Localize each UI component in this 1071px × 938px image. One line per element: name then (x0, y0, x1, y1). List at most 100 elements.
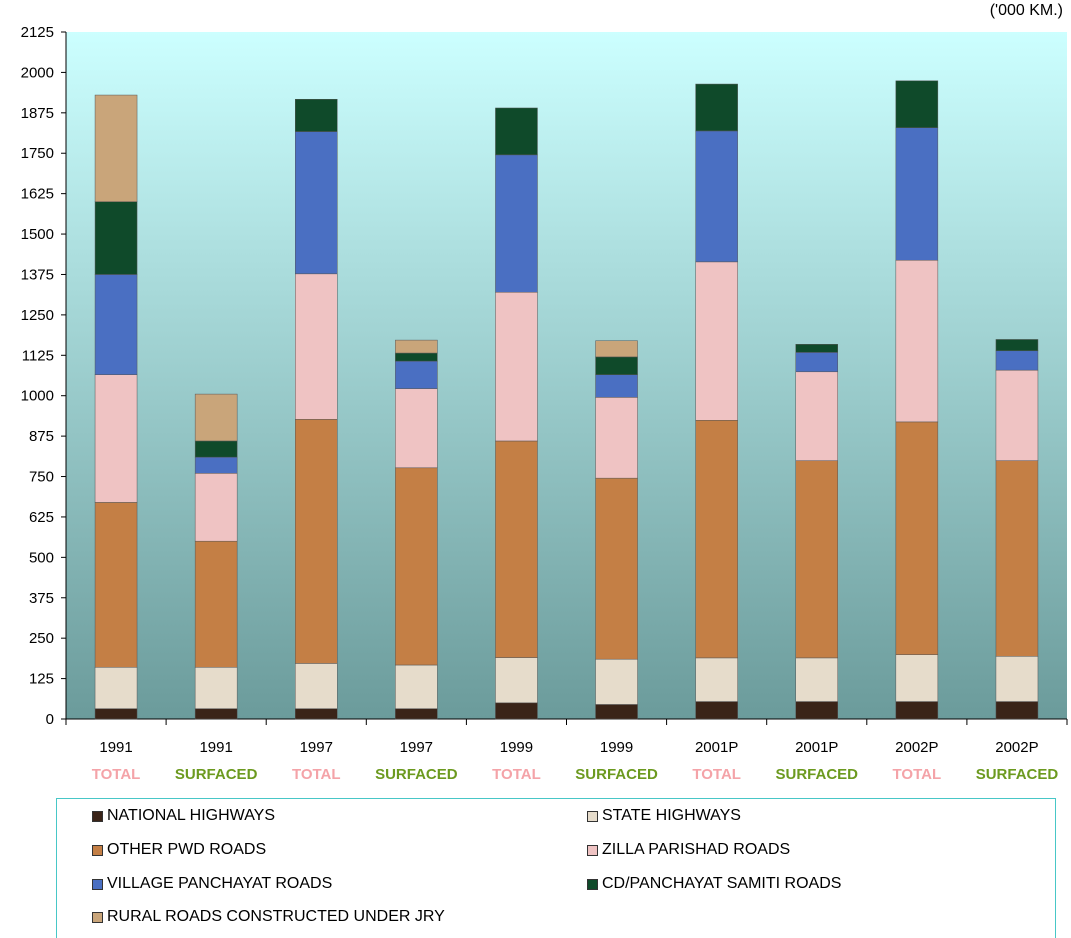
legend-label: STATE HIGHWAYS (602, 807, 741, 824)
x-category-type: SURFACED (775, 766, 858, 783)
x-category-type: TOTAL (692, 766, 741, 783)
bar-segment (795, 657, 838, 702)
y-tick-label: 1875 (21, 105, 54, 122)
bar-segment (795, 701, 838, 720)
bar-segment (194, 440, 238, 458)
y-tick-label: 500 (29, 549, 54, 566)
bar-segment (995, 656, 1039, 702)
y-tick-label: 375 (29, 590, 54, 607)
legend-swatch (587, 810, 598, 822)
bar-segment (194, 540, 238, 668)
bar-segment (94, 274, 138, 375)
bar-segment (895, 654, 939, 702)
bar-segment (695, 130, 738, 263)
bar-segment (395, 664, 438, 709)
bar-segment (995, 350, 1039, 371)
bar-segment (194, 473, 238, 542)
x-category-type: SURFACED (976, 766, 1059, 783)
legend-item: ZILLA PARISHAD ROADS (587, 841, 790, 859)
y-tick-label: 2000 (21, 64, 54, 81)
bar-segment (795, 371, 838, 461)
bar-segment (94, 374, 138, 503)
y-tick-label: 750 (29, 469, 54, 486)
bar-segment (295, 98, 338, 132)
x-category-type: TOTAL (893, 766, 942, 783)
x-category-year: 1997 (400, 739, 433, 756)
legend-label: ZILLA PARISHAD ROADS (602, 841, 791, 858)
bar-segment (995, 339, 1039, 352)
legend-label: CD/PANCHAYAT SAMITI ROADS (602, 875, 842, 892)
bar-segment (94, 94, 138, 202)
bar-segment (194, 708, 238, 720)
legend-swatch (92, 844, 103, 856)
bar-segment (795, 460, 838, 659)
bar-segment (94, 201, 138, 275)
x-category-type: SURFACED (575, 766, 658, 783)
x-category-year: 2001P (695, 739, 738, 756)
x-category-type: TOTAL (292, 766, 341, 783)
bar-segment (795, 344, 838, 353)
bar-segment (595, 374, 638, 398)
stacked-bar-chart: 0 125 250 375 500 625 750 875 1000 1125 1250 1375 15… (21, 24, 1068, 783)
legend-label: VILLAGE PANCHAYAT ROADS (107, 875, 333, 892)
bar-segment (495, 292, 538, 442)
legend-item: OTHER PWD ROADS (92, 841, 266, 859)
bar-segment (895, 421, 939, 655)
x-category-year: 1999 (500, 739, 533, 756)
bar-segment (995, 701, 1039, 720)
bar-segment (695, 83, 738, 132)
bar-segment (595, 477, 638, 660)
bar-segment (695, 261, 738, 421)
y-tick-label: 1125 (22, 347, 54, 364)
x-category-type: SURFACED (175, 766, 258, 783)
bar-segment (395, 352, 438, 362)
bar-segment (695, 701, 738, 720)
legend-swatch (92, 911, 103, 923)
legend-swatch (92, 878, 103, 890)
legend-item: STATE HIGHWAYS (587, 807, 741, 825)
y-tick-label: 1000 (21, 388, 54, 405)
legend-label: NATIONAL HIGHWAYS (107, 807, 276, 824)
bar-segment (395, 708, 438, 720)
bar-segment (495, 440, 538, 658)
bar-segment (295, 131, 338, 275)
legend-item: RURAL ROADS CONSTRUCTED UNDER JRY (92, 908, 445, 926)
bar-segment (94, 667, 138, 709)
x-category-year: 1997 (300, 739, 333, 756)
legend-item: VILLAGE PANCHAYAT ROADS (92, 875, 332, 893)
y-tick-label: 1250 (21, 307, 54, 324)
bar-segment (395, 467, 438, 666)
bar-segment (94, 708, 138, 720)
bar-segment (595, 397, 638, 479)
bar-segment (94, 502, 138, 668)
x-category-type: SURFACED (375, 766, 458, 783)
bar-segment (395, 388, 438, 469)
legend: NATIONAL HIGHWAYS STATE HIGHWAYS OTHER PWD… (56, 798, 1056, 938)
y-tick-label: 1500 (21, 226, 54, 243)
bar-segment (295, 663, 338, 709)
legend-item: NATIONAL HIGHWAYS (92, 807, 275, 825)
bar-segment (295, 708, 338, 720)
bar-segment (595, 356, 638, 375)
legend-swatch (92, 810, 103, 822)
legend-swatch (587, 844, 598, 856)
y-tick-label: 875 (29, 428, 54, 445)
y-tick-label: 125 (29, 671, 54, 688)
bar-segment (895, 259, 939, 423)
y-tick-label: 1375 (21, 266, 54, 283)
bar-segment (895, 127, 939, 261)
legend-label: OTHER PWD ROADS (107, 841, 267, 858)
bar-segment (495, 657, 538, 704)
bar-segment (295, 419, 338, 664)
bar-segment (595, 704, 638, 720)
bar-segment (194, 456, 238, 474)
legend-item: CD/PANCHAYAT SAMITI ROADS (587, 875, 841, 893)
y-tick-label: 1625 (21, 186, 54, 203)
y-tick-label: 250 (29, 630, 54, 647)
x-category-type: TOTAL (92, 766, 141, 783)
bar-segment (194, 393, 238, 442)
bar-segment (895, 701, 939, 720)
y-tick-label: 625 (29, 509, 54, 526)
bar-segment (495, 702, 538, 720)
legend-swatch (587, 878, 598, 890)
